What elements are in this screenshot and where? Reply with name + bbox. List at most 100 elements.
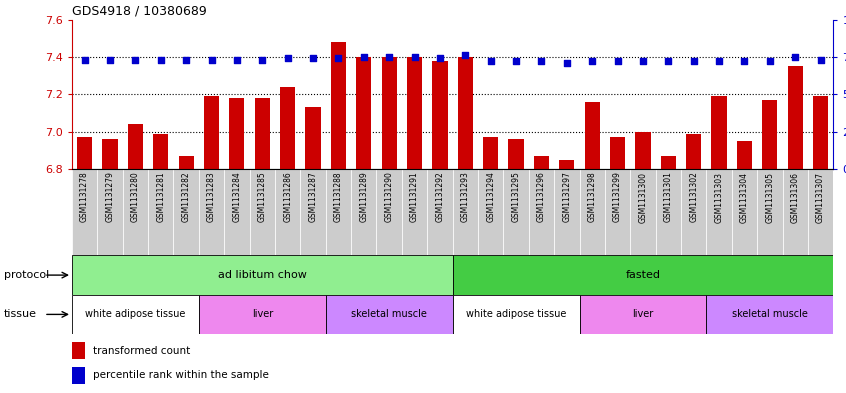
Point	[306, 55, 320, 62]
Bar	[453, 169, 478, 255]
Bar	[199, 295, 326, 334]
Text: percentile rank within the sample: percentile rank within the sample	[93, 370, 269, 380]
Bar	[585, 102, 600, 169]
Text: GSM1131286: GSM1131286	[283, 172, 292, 222]
Text: GDS4918 / 10380689: GDS4918 / 10380689	[72, 4, 206, 17]
Bar	[580, 169, 605, 255]
Point	[459, 52, 472, 59]
Text: fasted: fasted	[625, 270, 661, 280]
Text: GSM1131300: GSM1131300	[639, 172, 647, 222]
Point	[103, 57, 117, 63]
Point	[814, 57, 827, 63]
Bar	[72, 255, 453, 295]
Text: GSM1131281: GSM1131281	[157, 172, 165, 222]
Point	[687, 58, 700, 64]
Text: GSM1131306: GSM1131306	[791, 172, 799, 222]
Point	[611, 58, 624, 64]
Point	[433, 55, 447, 62]
Point	[763, 58, 777, 64]
Point	[230, 57, 244, 63]
Bar	[331, 42, 346, 169]
Text: GSM1131289: GSM1131289	[360, 172, 368, 222]
Point	[509, 58, 523, 64]
Text: GSM1131302: GSM1131302	[689, 172, 698, 222]
Text: GSM1131287: GSM1131287	[309, 172, 317, 222]
Point	[788, 54, 802, 60]
Bar	[427, 169, 453, 255]
Text: GSM1131298: GSM1131298	[588, 172, 596, 222]
Bar	[72, 342, 85, 359]
Text: GSM1131278: GSM1131278	[80, 172, 89, 222]
Bar	[788, 66, 803, 169]
Bar	[382, 57, 397, 169]
Text: GSM1131305: GSM1131305	[766, 172, 774, 222]
Bar	[72, 295, 199, 334]
Text: ad libitum chow: ad libitum chow	[217, 270, 307, 280]
Bar	[153, 134, 168, 169]
Text: GSM1131292: GSM1131292	[436, 172, 444, 222]
Text: GSM1131284: GSM1131284	[233, 172, 241, 222]
Point	[179, 57, 193, 63]
Bar	[250, 169, 275, 255]
Text: GSM1131282: GSM1131282	[182, 172, 190, 222]
Bar	[453, 295, 580, 334]
Bar	[554, 169, 580, 255]
Bar	[762, 100, 777, 169]
Bar	[656, 169, 681, 255]
Text: GSM1131301: GSM1131301	[664, 172, 673, 222]
Bar	[686, 134, 701, 169]
Bar	[305, 107, 321, 169]
Text: skeletal muscle: skeletal muscle	[732, 309, 808, 320]
Bar	[356, 57, 371, 169]
Text: GSM1131285: GSM1131285	[258, 172, 266, 222]
Text: GSM1131303: GSM1131303	[715, 172, 723, 222]
Bar	[458, 57, 473, 169]
Bar	[224, 169, 250, 255]
Bar	[732, 169, 757, 255]
Bar	[326, 295, 453, 334]
Text: GSM1131280: GSM1131280	[131, 172, 140, 222]
Bar	[559, 160, 574, 169]
Point	[636, 58, 650, 64]
Bar	[72, 367, 85, 384]
Point	[281, 55, 294, 62]
Text: tissue: tissue	[4, 309, 37, 320]
Text: GSM1131291: GSM1131291	[410, 172, 419, 222]
Text: GSM1131294: GSM1131294	[486, 172, 495, 222]
Point	[357, 54, 371, 60]
Bar	[783, 169, 808, 255]
Bar	[97, 169, 123, 255]
Text: white adipose tissue: white adipose tissue	[85, 309, 185, 320]
Bar	[635, 132, 651, 169]
Bar	[630, 169, 656, 255]
Point	[255, 57, 269, 63]
Point	[205, 57, 218, 63]
Bar	[179, 156, 194, 169]
Text: GSM1131304: GSM1131304	[740, 172, 749, 222]
Bar	[376, 169, 402, 255]
Bar	[483, 137, 498, 169]
Text: GSM1131297: GSM1131297	[563, 172, 571, 222]
Bar	[123, 169, 148, 255]
Bar	[711, 96, 727, 169]
Text: GSM1131288: GSM1131288	[334, 172, 343, 222]
Point	[662, 58, 675, 64]
Point	[585, 58, 599, 64]
Point	[560, 60, 574, 66]
Text: GSM1131307: GSM1131307	[816, 172, 825, 222]
Bar	[478, 169, 503, 255]
Bar	[255, 98, 270, 169]
Bar	[102, 139, 118, 169]
Text: GSM1131279: GSM1131279	[106, 172, 114, 222]
Bar	[77, 137, 92, 169]
Bar	[432, 61, 448, 169]
Bar	[275, 169, 300, 255]
Bar	[757, 169, 783, 255]
Bar	[610, 137, 625, 169]
Text: skeletal muscle: skeletal muscle	[351, 309, 427, 320]
Bar	[737, 141, 752, 169]
Bar	[72, 169, 97, 255]
Text: GSM1131299: GSM1131299	[613, 172, 622, 222]
Bar	[300, 169, 326, 255]
Bar	[148, 169, 173, 255]
